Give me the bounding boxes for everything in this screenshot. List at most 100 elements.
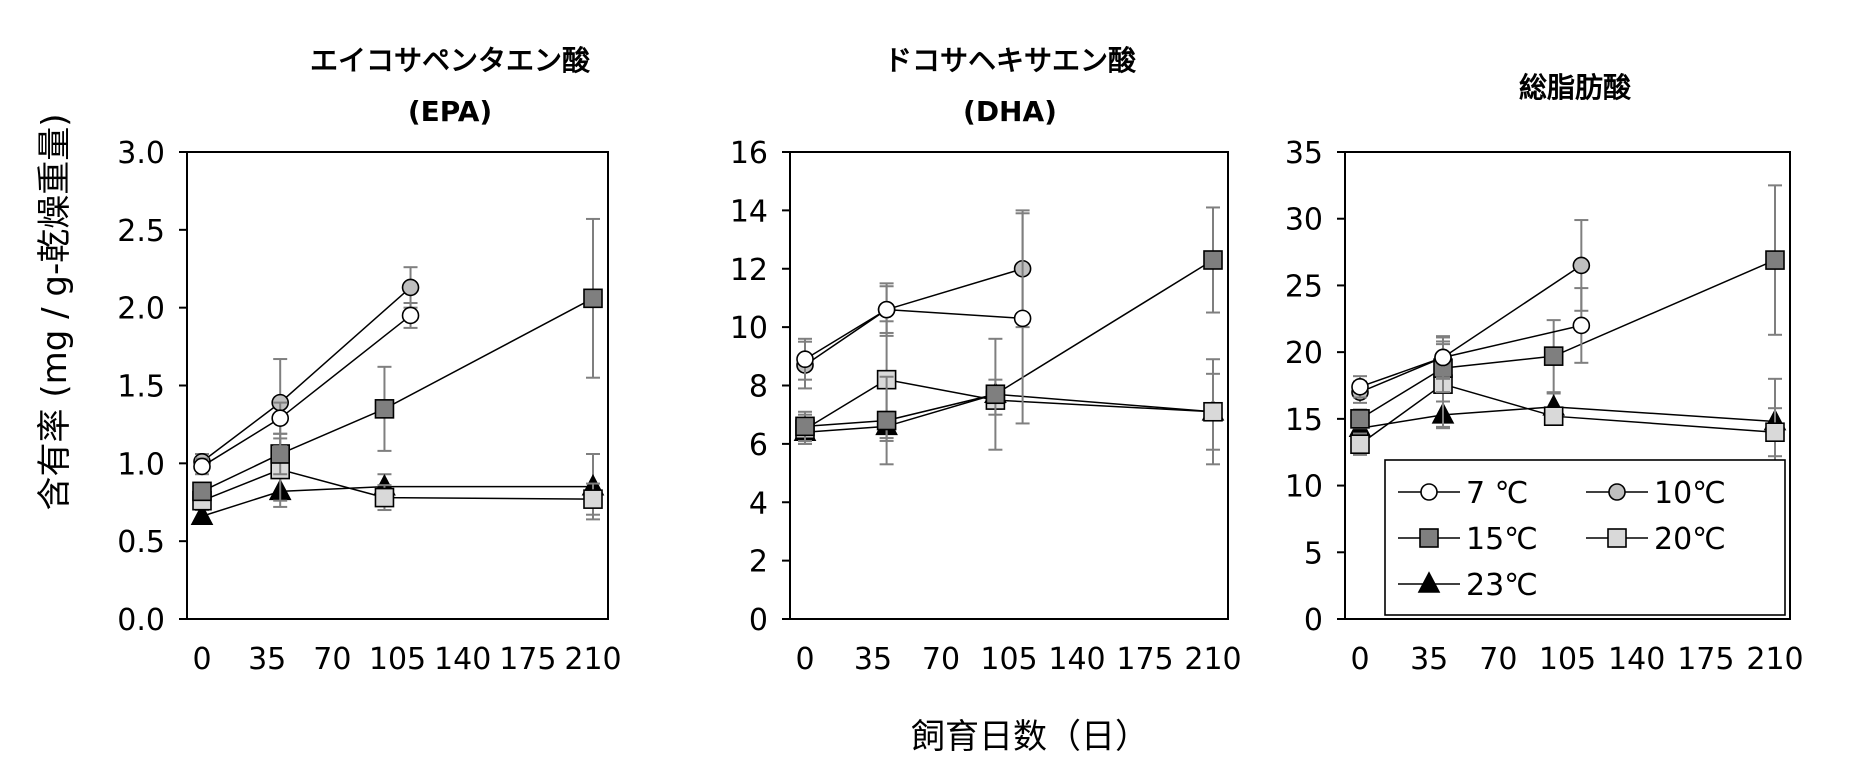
- legend-item: 10℃: [1586, 476, 1726, 511]
- series-7C: [193, 301, 420, 476]
- data-point: [1572, 316, 1591, 335]
- panel-title: (DHA): [963, 95, 1057, 128]
- y-tick-label: 2.5: [117, 214, 165, 249]
- series-20C: [795, 320, 1223, 466]
- data-point: [193, 457, 211, 476]
- legend-marker: [1417, 571, 1441, 593]
- y-tick-label: 2.0: [117, 292, 165, 327]
- x-tick-label: 70: [313, 642, 351, 677]
- legend-marker: [1419, 528, 1439, 548]
- series-line: [201, 297, 594, 493]
- legend-item: 20℃: [1586, 522, 1726, 557]
- data-point: [795, 416, 815, 437]
- x-tick-label: 0: [192, 642, 211, 677]
- legend-label: 20℃: [1654, 522, 1726, 557]
- legend-item: 7 ℃: [1398, 476, 1528, 511]
- y-tick-label: 0: [1304, 603, 1323, 638]
- data-point: [1013, 309, 1032, 328]
- x-tick-label: 140: [1048, 642, 1105, 677]
- panel-title: 総脂肪酸: [1519, 71, 1632, 104]
- series-line: [1359, 264, 1582, 393]
- chart-panels: エイコサペンタエン酸 (EPA) 0.0 0.5 1.0 1.5 2.0 2.5 3.0 0 35 7…: [117, 44, 1803, 677]
- x-tick-label: 210: [1746, 642, 1803, 677]
- y-tick-label: 10: [1285, 470, 1323, 505]
- series-line: [804, 378, 1214, 430]
- y-tick-label: 25: [1285, 269, 1323, 304]
- series-20C: [192, 437, 603, 516]
- x-tick-label: 140: [1608, 642, 1665, 677]
- y-tick-label: 4: [749, 486, 768, 521]
- data-point: [583, 489, 603, 509]
- x-tick-label: 210: [1184, 642, 1241, 677]
- legend-marker: [1608, 483, 1626, 501]
- x-tick-label: 70: [1479, 642, 1517, 677]
- y-tick-label: 3.0: [117, 136, 165, 171]
- series-line: [201, 286, 412, 463]
- x-tick-label: 0: [795, 642, 814, 677]
- y-tick-label: 5: [1304, 536, 1323, 571]
- legend-label: 7 ℃: [1466, 476, 1528, 511]
- legend-marker: [1607, 528, 1627, 548]
- x-tick-label: 70: [922, 642, 960, 677]
- series-15C: [192, 217, 603, 502]
- series-line: [804, 308, 1023, 360]
- series-line: [804, 393, 1214, 433]
- legend: 7 ℃ 10℃ 15℃ 20℃ 23℃: [1384, 459, 1786, 616]
- y-tick-label: 1.0: [117, 447, 165, 482]
- series-7C: [796, 212, 1032, 425]
- panel-title: ドコサヘキサエン酸: [884, 44, 1137, 77]
- x-tick-label: 175: [499, 642, 556, 677]
- x-tick-label: 0: [1350, 642, 1369, 677]
- data-point: [1351, 378, 1369, 396]
- y-tick-label: 35: [1285, 136, 1323, 171]
- y-tick-label: 16: [730, 136, 768, 171]
- x-tick-label: 35: [1410, 642, 1448, 677]
- data-point: [270, 444, 291, 464]
- data-point: [1572, 256, 1591, 275]
- x-tick-label: 105: [980, 642, 1037, 677]
- legend-label: 10℃: [1654, 476, 1726, 511]
- legend-label: 23℃: [1466, 568, 1538, 603]
- series-line: [201, 314, 411, 468]
- y-tick-label: 6: [749, 428, 768, 463]
- data-point: [1543, 346, 1564, 366]
- y-tick-label: 15: [1285, 403, 1323, 438]
- y-tick-label: 0.5: [117, 525, 165, 560]
- x-tick-label: 35: [248, 642, 286, 677]
- series-10C: [193, 266, 420, 471]
- y-axis-title: 含有率 (mg / g-乾燥重量): [35, 114, 75, 511]
- data-point: [192, 481, 212, 502]
- data-point: [271, 409, 290, 427]
- plot-frame: [186, 151, 609, 620]
- data-point: [401, 278, 420, 297]
- series-15C: [1350, 184, 1785, 430]
- x-tick-label: 35: [854, 642, 892, 677]
- series-20C: [1350, 340, 1785, 458]
- x-tick-label: 105: [369, 642, 426, 677]
- panel-3: 総脂肪酸 0 5 10 15 20 25 30 35 0 35 70 105 140 175 210: [1285, 71, 1804, 677]
- series-line: [201, 485, 593, 517]
- data-point: [1350, 434, 1370, 455]
- plot-frame: [1344, 151, 1791, 620]
- legend-item: 15℃: [1398, 522, 1538, 557]
- y-tick-label: 20: [1285, 336, 1323, 371]
- panel-1: エイコサペンタエン酸 (EPA) 0.0 0.5 1.0 1.5 2.0 2.5 3.0 0 35 7…: [117, 44, 621, 677]
- y-tick-label: 14: [730, 194, 768, 229]
- data-point: [1765, 250, 1785, 270]
- x-tick-label: 210: [564, 642, 621, 677]
- data-point: [401, 306, 420, 325]
- data-point: [1203, 250, 1223, 270]
- x-tick-label: 105: [1539, 642, 1596, 677]
- data-point: [1434, 348, 1452, 367]
- y-tick-label: 0.0: [117, 603, 165, 638]
- data-point: [1543, 406, 1564, 426]
- y-tick-label: 12: [730, 253, 768, 288]
- data-point: [877, 300, 896, 319]
- legend-item: 23℃: [1398, 568, 1538, 603]
- data-point: [1203, 401, 1223, 422]
- y-tick-label: 0: [749, 603, 768, 638]
- x-tick-label: 175: [1677, 642, 1734, 677]
- series-line: [1359, 406, 1776, 429]
- x-tick-label: 140: [434, 642, 491, 677]
- series-line: [804, 259, 1214, 428]
